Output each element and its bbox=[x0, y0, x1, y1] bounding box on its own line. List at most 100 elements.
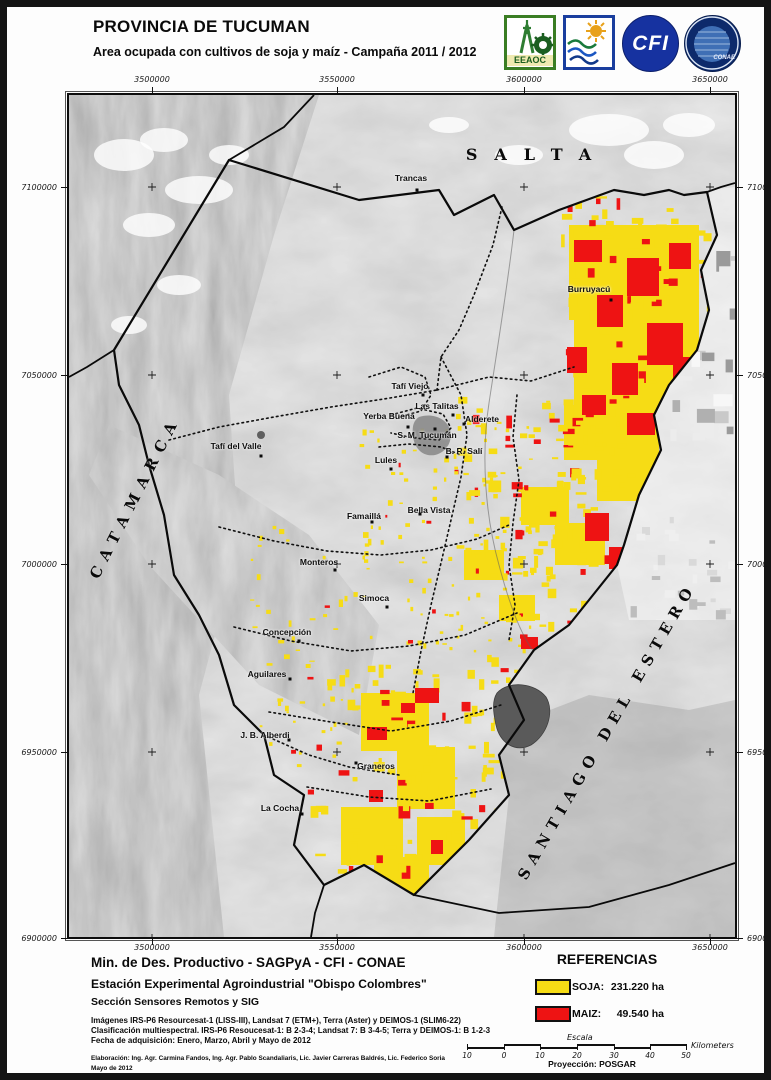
sagpya-logo bbox=[563, 15, 615, 70]
references-title: REFERENCIAS bbox=[556, 951, 658, 967]
town-marker bbox=[415, 188, 419, 192]
tick-mark bbox=[336, 939, 338, 945]
footer-tech-line-3: Fecha de adquisición: Enero, Marzo, Abri… bbox=[91, 1036, 311, 1045]
town-label: Simoca bbox=[358, 593, 390, 603]
boundaries-layer bbox=[69, 95, 735, 937]
scale-bar-segment bbox=[650, 1044, 686, 1046]
tick-mark bbox=[61, 563, 67, 565]
scale-tick-label: 40 bbox=[645, 1051, 655, 1060]
coordinate-label: 3550000 bbox=[319, 943, 355, 952]
scale-bar-segment bbox=[467, 1047, 504, 1049]
scale-tick-label: 50 bbox=[681, 1051, 691, 1060]
town-label: Las Talitas bbox=[415, 401, 459, 411]
tick-mark bbox=[709, 87, 711, 93]
tick-mark bbox=[151, 939, 153, 945]
town-marker bbox=[259, 454, 263, 458]
tick-mark bbox=[737, 563, 743, 565]
map-canvas: SALTA CATAMARCA SANTIAGO DEL ESTERO Tran… bbox=[21, 75, 764, 952]
tick-mark bbox=[61, 751, 67, 753]
tick-mark bbox=[737, 937, 743, 939]
coordinate-label: 3550000 bbox=[319, 75, 355, 84]
scale-bar-segment bbox=[614, 1047, 650, 1049]
town-label: Yerba Buena bbox=[363, 411, 415, 421]
tick-mark bbox=[737, 751, 743, 753]
footer-date-line: Mayo de 2012 bbox=[91, 1065, 133, 1072]
tick-mark bbox=[523, 87, 525, 93]
coordinate-label: 7100000 bbox=[21, 183, 57, 192]
conae-globe-icon bbox=[685, 16, 739, 70]
coordinate-label: 3600000 bbox=[506, 75, 542, 84]
scale-tick-label: 20 bbox=[572, 1051, 582, 1060]
coordinate-label: 3500000 bbox=[134, 943, 170, 952]
tick-mark bbox=[151, 87, 153, 93]
cfi-logo-label: CFI bbox=[632, 31, 669, 55]
town-marker bbox=[609, 298, 613, 302]
town-label: B. R. Salí bbox=[445, 446, 483, 456]
footer-station-line: Estación Experimental Agroindustrial "Ob… bbox=[91, 977, 427, 991]
town-marker bbox=[370, 520, 374, 524]
coordinate-label: 3650000 bbox=[692, 943, 728, 952]
town-marker bbox=[287, 738, 291, 742]
scale-tick-label: 30 bbox=[609, 1051, 619, 1060]
footer-tech-line-1: Imágenes IRS-P6 Resourcesat-1 (LISS-III)… bbox=[91, 1016, 461, 1025]
page-title: PROVINCIA DE TUCUMAN bbox=[93, 17, 310, 36]
town-label: La Cocha bbox=[260, 803, 300, 813]
town-marker bbox=[354, 761, 358, 765]
scale-tick-label: 0 bbox=[501, 1051, 507, 1060]
projection-note: Proyección: POSGAR bbox=[548, 1059, 636, 1069]
southeast-shade bbox=[494, 695, 735, 937]
scale-tick bbox=[504, 1044, 505, 1050]
town-marker bbox=[406, 425, 410, 429]
town-label: Monteros bbox=[299, 557, 339, 567]
coordinate-label: 6950000 bbox=[21, 748, 57, 757]
scale-tick-label: 10 bbox=[462, 1051, 472, 1060]
town-label: Burruyacú bbox=[567, 284, 611, 294]
satellite-map bbox=[69, 95, 735, 937]
coordinate-label: 7000000 bbox=[747, 560, 768, 569]
conae-logo-label: CONAE bbox=[713, 55, 735, 61]
tick-mark bbox=[737, 374, 743, 376]
tick-mark bbox=[336, 87, 338, 93]
coordinate-label: 6900000 bbox=[21, 934, 57, 943]
eeaoc-logo-label: EEAOC bbox=[507, 55, 553, 66]
footer-credits-line: Elaboración: Ing. Agr. Carmina Fandos, I… bbox=[91, 1055, 445, 1062]
tick-mark bbox=[709, 939, 711, 945]
scale-title: Escala bbox=[567, 1033, 593, 1042]
town-label: Graneros bbox=[357, 761, 395, 771]
cfi-logo: CFI bbox=[622, 15, 679, 72]
coordinate-label: 3500000 bbox=[134, 75, 170, 84]
town-label: Alderete bbox=[464, 414, 500, 424]
scale-tick bbox=[614, 1044, 615, 1050]
scale-bar-segment bbox=[577, 1044, 614, 1046]
footer-tech-line-2: Clasificación multiespectral. IRS-P6 Res… bbox=[91, 1026, 491, 1035]
coordinate-label: 6900000 bbox=[747, 934, 768, 943]
town-marker bbox=[288, 677, 292, 681]
town-marker bbox=[297, 639, 301, 643]
maiz-value: 49.540 ha bbox=[616, 1008, 664, 1020]
town-marker bbox=[433, 427, 437, 431]
scale-tick-label: 10 bbox=[535, 1051, 545, 1060]
conae-logo: CONAE bbox=[684, 15, 741, 72]
town-marker bbox=[389, 467, 393, 471]
soja-value: 231.220 ha bbox=[610, 981, 664, 993]
scale-tick bbox=[467, 1044, 468, 1050]
town-marker bbox=[418, 512, 422, 516]
scale-tick bbox=[650, 1044, 651, 1050]
town-marker bbox=[445, 455, 449, 459]
eeaoc-plant-icon bbox=[519, 20, 553, 55]
town-marker bbox=[451, 413, 455, 417]
scale-tick bbox=[686, 1044, 687, 1050]
town-label: Famaillá bbox=[346, 511, 382, 521]
neighbor-label-salta: SALTA bbox=[465, 145, 609, 164]
soja-label: SOJA: bbox=[572, 981, 605, 993]
town-label: Bella Vista bbox=[407, 505, 451, 515]
footer-section-line: Sección Sensores Remotos y SIG bbox=[91, 996, 260, 1008]
maiz-swatch bbox=[535, 1006, 571, 1022]
town-marker bbox=[333, 568, 337, 572]
soja-swatch bbox=[535, 979, 571, 995]
page-subtitle: Area ocupada con cultivos de soja y maíz… bbox=[93, 45, 477, 59]
coordinate-label: 3650000 bbox=[692, 75, 728, 84]
graticule-crosses bbox=[148, 183, 714, 937]
town-marker bbox=[300, 812, 304, 816]
